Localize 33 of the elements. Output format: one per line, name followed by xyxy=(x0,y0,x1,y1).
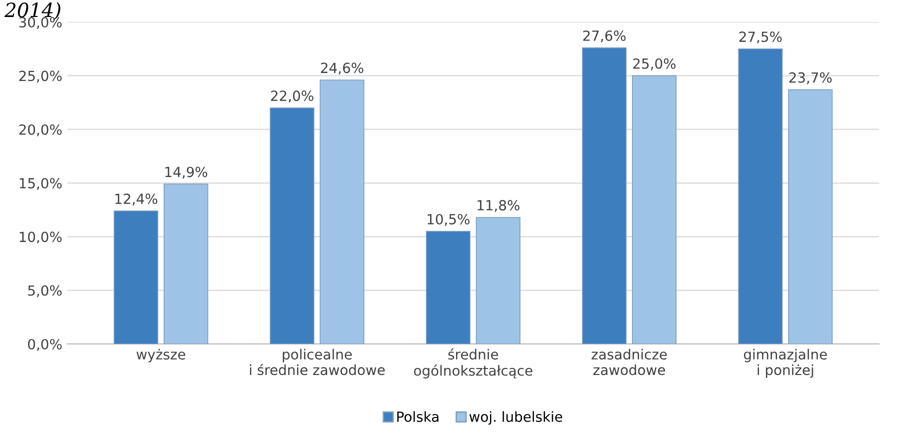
x-tick-label: wyższe xyxy=(136,348,186,362)
bar xyxy=(632,75,677,344)
bar xyxy=(426,230,470,344)
bar xyxy=(582,47,627,344)
data-label: 23,7% xyxy=(789,72,832,84)
y-tick-label: 25,0% xyxy=(19,70,62,83)
bar xyxy=(738,48,783,344)
legend-label: Polska xyxy=(397,411,438,422)
y-tick-label: 0,0% xyxy=(28,338,62,351)
x-tick-label: średnie ogólnokształcące xyxy=(414,348,532,378)
y-tick-label: 15,0% xyxy=(20,178,62,190)
bar xyxy=(476,216,520,344)
y-tick-label: 20,0% xyxy=(19,124,62,136)
bar xyxy=(320,80,364,344)
x-tick-label: policealne i średnie zawodowe xyxy=(250,348,385,376)
data-label: 12,4% xyxy=(115,194,158,206)
bar xyxy=(270,107,314,344)
bar xyxy=(114,210,158,344)
x-tick-label: gimnazjalne i poniżej xyxy=(744,348,827,378)
bar xyxy=(788,89,833,344)
data-label: 27,5% xyxy=(739,32,782,44)
y-tick-label: 5,0% xyxy=(28,285,62,298)
data-label: 24,6% xyxy=(320,62,364,75)
x-tick-label: zasadnicze zawodowe xyxy=(592,348,667,376)
data-label: 27,6% xyxy=(583,30,626,42)
bar xyxy=(164,184,208,344)
data-label: 11,8% xyxy=(478,200,520,212)
legend-label: woj. lubelskie xyxy=(469,411,562,425)
data-label: 10,5% xyxy=(428,214,470,226)
y-tick-label: 10,0% xyxy=(20,232,62,244)
data-label: 22,0% xyxy=(271,90,314,102)
data-label: 14,9% xyxy=(165,166,208,179)
data-label: 25,0% xyxy=(633,58,676,70)
